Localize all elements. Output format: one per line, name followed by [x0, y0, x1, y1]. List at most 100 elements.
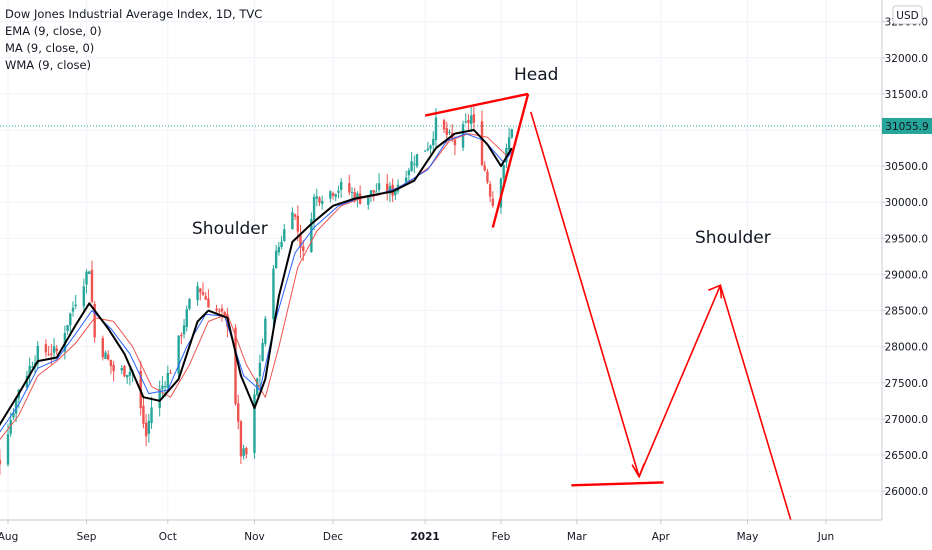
candle-body [199, 288, 202, 293]
candle-body [331, 193, 335, 196]
y-tick-label: 29000.0 [885, 269, 928, 281]
x-tick-label: Mar [567, 531, 587, 543]
candle-body [201, 292, 205, 295]
candle-body [334, 194, 337, 197]
indicator-ema-label[interactable]: EMA (9, close, 0) [5, 24, 102, 38]
wma-line [0, 133, 513, 433]
candle-body [182, 325, 186, 335]
candle-body [329, 191, 332, 199]
candle-body [9, 419, 12, 434]
candle-body [93, 304, 96, 338]
candle-body [310, 219, 313, 253]
candle-body [177, 335, 180, 374]
candle-body [356, 193, 359, 200]
candle-body [50, 353, 53, 355]
x-tick-label: Nov [244, 531, 265, 543]
candle-body [486, 171, 489, 183]
candle-body [169, 372, 172, 374]
x-tick-label: Oct [159, 531, 177, 543]
candle-body [350, 192, 354, 194]
candle-body [218, 310, 221, 312]
candle-body [28, 365, 31, 377]
candle-body [339, 181, 343, 190]
candle-body [442, 120, 446, 130]
neckline-support [571, 481, 664, 487]
projection-up [638, 284, 722, 478]
candle-body [71, 307, 75, 312]
candle-body [426, 148, 430, 151]
candle-body [161, 385, 164, 390]
x-tick-label: May [737, 531, 759, 543]
indicator-wma-label[interactable]: WMA (9, close) [5, 58, 92, 72]
candle-body [237, 403, 240, 422]
head-top-line [424, 92, 529, 117]
last-price-tag-bg [882, 117, 932, 134]
right-shoulder-annotation: Shoulder [695, 228, 771, 248]
candle-body [82, 286, 86, 307]
price-axis[interactable] [882, 0, 932, 520]
candle-body [112, 364, 115, 372]
projection-down-1 [530, 111, 640, 477]
x-tick-label: Feb [492, 531, 511, 543]
pattern-drawings [424, 92, 792, 521]
candle-body [410, 161, 413, 171]
y-tick-label: 26000.0 [885, 486, 928, 498]
candle-body [467, 120, 470, 123]
candle-body [434, 117, 438, 140]
candle-body [394, 189, 397, 196]
candle-body [128, 371, 132, 376]
projection-down-2 [719, 285, 792, 521]
candle-body [375, 191, 378, 193]
candle-body [510, 129, 514, 138]
candle-body [277, 247, 281, 253]
candle-body [12, 412, 15, 418]
x-tick-label: Dec [323, 531, 344, 543]
candle-body [507, 137, 511, 150]
candle-body [123, 366, 126, 377]
candle-body [502, 164, 505, 179]
candle-body [274, 250, 278, 269]
candle-body [25, 375, 29, 388]
candle-body [125, 375, 129, 378]
candle-body [220, 308, 224, 312]
candle-body [107, 354, 110, 360]
candle-body [293, 214, 297, 217]
price-axis-labels: 26000.0 26500.0 27000.0 27500.0 28000.0 28500… [882, 17, 928, 498]
candle-body [415, 154, 419, 167]
y-tick-label: 28500.0 [885, 306, 928, 318]
candle-body [448, 131, 451, 134]
candle-body [391, 184, 394, 196]
currency-badge-box [892, 5, 923, 25]
currency-badge-text: USD [896, 10, 918, 22]
candle-body [453, 139, 457, 146]
candle-body [291, 212, 294, 230]
candle-body [464, 121, 467, 123]
candle-body [69, 313, 72, 326]
ema-line [0, 129, 513, 426]
y-tick-label: 27000.0 [885, 414, 928, 426]
y-tick-label: 30500.0 [885, 161, 928, 173]
candle-body [147, 420, 151, 434]
indicator-ma-label[interactable]: MA (9, close, 0) [5, 41, 95, 55]
candle-body [429, 145, 432, 149]
y-tick-label: 32000.0 [885, 53, 928, 65]
y-tick-label: 27500.0 [885, 378, 928, 390]
currency-badge[interactable]: USD [892, 5, 923, 25]
x-tick-label: Jun [817, 531, 834, 543]
candle-body [55, 348, 58, 352]
candle-body [104, 352, 107, 360]
head-right-line [491, 93, 530, 228]
candle-body [85, 271, 88, 285]
candle-body [491, 198, 495, 206]
last-price-tag: 31055.9 [882, 117, 932, 134]
candle-body [52, 346, 56, 353]
candle-body [480, 121, 484, 166]
candle-body [407, 170, 411, 176]
candle-body [469, 115, 473, 124]
symbol-title[interactable]: Dow Jones Industrial Average Index, 1D, … [5, 7, 263, 21]
time-axis[interactable] [0, 520, 932, 550]
candle-body [261, 342, 264, 361]
time-axis-labels: Aug Sep Oct Nov Dec 2021 Feb Mar Apr May Jun [0, 520, 834, 543]
chart-grid [0, 0, 882, 520]
